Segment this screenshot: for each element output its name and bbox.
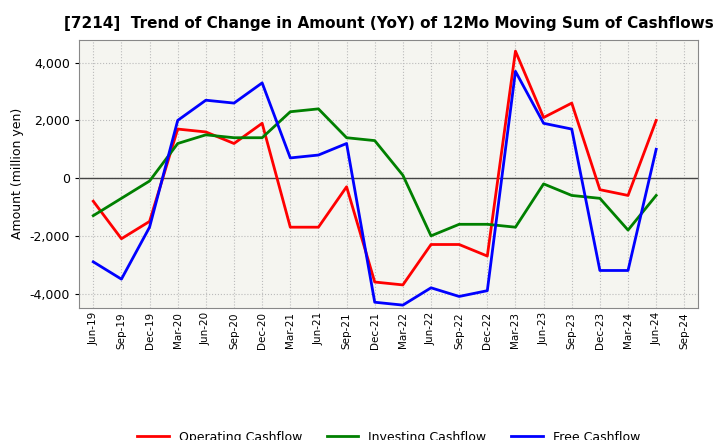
Operating Cashflow (145, 219, 154, 224)
Free Cashflow (652, 147, 660, 152)
Free Cashflow (455, 294, 464, 299)
Investing Cashflow (117, 196, 126, 201)
Investing Cashflow (314, 106, 323, 111)
Free Cashflow (230, 100, 238, 106)
Free Cashflow (258, 80, 266, 85)
Free Cashflow (202, 98, 210, 103)
Free Cashflow (89, 259, 98, 264)
Operating Cashflow (342, 184, 351, 190)
Free Cashflow (567, 126, 576, 132)
Operating Cashflow (652, 118, 660, 123)
Operating Cashflow (539, 115, 548, 120)
Investing Cashflow (455, 222, 464, 227)
Investing Cashflow (483, 222, 492, 227)
Operating Cashflow (567, 100, 576, 106)
Title: [7214]  Trend of Change in Amount (YoY) of 12Mo Moving Sum of Cashflows: [7214] Trend of Change in Amount (YoY) o… (64, 16, 714, 32)
Investing Cashflow (286, 109, 294, 114)
Investing Cashflow (89, 213, 98, 218)
Free Cashflow (427, 285, 436, 290)
Free Cashflow (624, 268, 632, 273)
Operating Cashflow (174, 126, 182, 132)
Line: Operating Cashflow: Operating Cashflow (94, 51, 656, 285)
Free Cashflow (117, 276, 126, 282)
Investing Cashflow (145, 178, 154, 183)
Operating Cashflow (202, 129, 210, 135)
Operating Cashflow (399, 282, 408, 288)
Operating Cashflow (624, 193, 632, 198)
Operating Cashflow (258, 121, 266, 126)
Investing Cashflow (230, 135, 238, 140)
Investing Cashflow (370, 138, 379, 143)
Free Cashflow (539, 121, 548, 126)
Investing Cashflow (539, 181, 548, 187)
Operating Cashflow (595, 187, 604, 192)
Operating Cashflow (89, 198, 98, 204)
Free Cashflow (370, 300, 379, 305)
Operating Cashflow (370, 279, 379, 285)
Y-axis label: Amount (million yen): Amount (million yen) (12, 108, 24, 239)
Free Cashflow (595, 268, 604, 273)
Operating Cashflow (286, 224, 294, 230)
Investing Cashflow (624, 227, 632, 233)
Free Cashflow (342, 141, 351, 146)
Investing Cashflow (174, 141, 182, 146)
Free Cashflow (399, 302, 408, 308)
Line: Investing Cashflow: Investing Cashflow (94, 109, 656, 236)
Investing Cashflow (342, 135, 351, 140)
Investing Cashflow (399, 172, 408, 178)
Operating Cashflow (483, 253, 492, 259)
Line: Free Cashflow: Free Cashflow (94, 71, 656, 305)
Free Cashflow (483, 288, 492, 293)
Operating Cashflow (455, 242, 464, 247)
Operating Cashflow (511, 48, 520, 54)
Investing Cashflow (567, 193, 576, 198)
Free Cashflow (145, 224, 154, 230)
Investing Cashflow (258, 135, 266, 140)
Investing Cashflow (202, 132, 210, 137)
Investing Cashflow (595, 196, 604, 201)
Investing Cashflow (652, 193, 660, 198)
Investing Cashflow (427, 233, 436, 238)
Free Cashflow (286, 155, 294, 161)
Operating Cashflow (117, 236, 126, 242)
Operating Cashflow (427, 242, 436, 247)
Legend: Operating Cashflow, Investing Cashflow, Free Cashflow: Operating Cashflow, Investing Cashflow, … (134, 427, 644, 440)
Free Cashflow (174, 118, 182, 123)
Free Cashflow (314, 152, 323, 158)
Operating Cashflow (230, 141, 238, 146)
Free Cashflow (511, 69, 520, 74)
Investing Cashflow (511, 224, 520, 230)
Operating Cashflow (314, 224, 323, 230)
